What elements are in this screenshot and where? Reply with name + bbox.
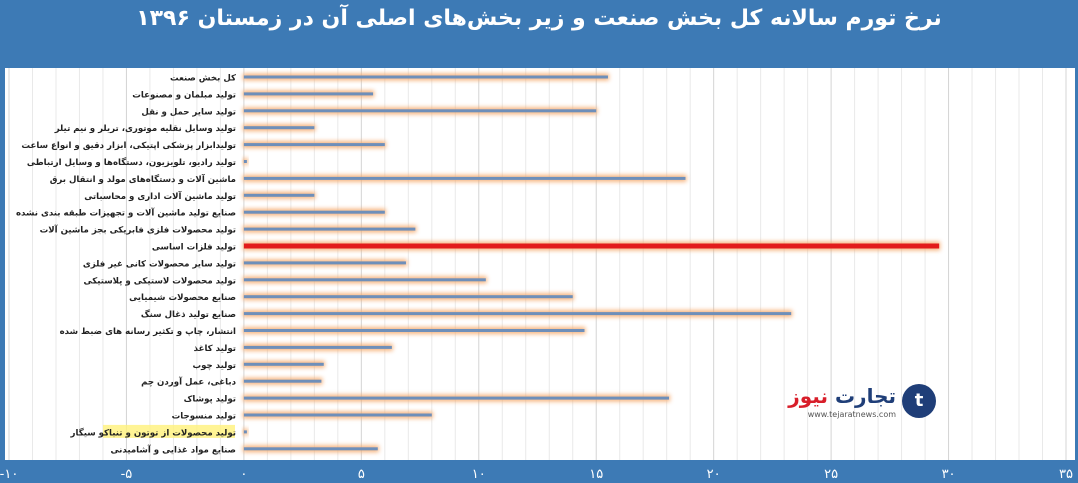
logo-mark-icon: t — [902, 384, 936, 418]
category-label: تولید رادیو، تلویزیون، دستگاه‌ها و وسایل… — [27, 157, 236, 168]
bar — [243, 109, 597, 113]
bar — [243, 278, 486, 282]
category-label: تولید سایر محصولات کانی غیر فلزی — [83, 259, 236, 269]
category-label: تولیدابزار پزشکی اپتیکی، ابزار دقیق و ان… — [21, 141, 236, 151]
category-label: تولید سایر حمل و نقل — [141, 107, 236, 117]
category-label: صنایع تولید ذغال سنگ — [141, 308, 236, 320]
bar — [243, 345, 392, 349]
bar — [243, 447, 378, 451]
bar — [243, 396, 670, 400]
category-label: ماشین آلات و دستگاه‌های مولد و انتقال بر… — [50, 173, 236, 185]
bar — [243, 295, 573, 299]
x-tick-label: ۳۰ — [942, 467, 956, 482]
bar — [243, 413, 432, 417]
category-label: تولید محصولات لاستیکی و پلاستیکی — [84, 276, 237, 286]
category-label: تولید مبلمان و مصنوعات — [132, 90, 236, 100]
bar — [243, 126, 315, 130]
category-label: صنایع محصولات شیمیایی — [129, 293, 236, 303]
category-label: صنایع تولید ماشین آلات و تجهیزات طبقه بن… — [16, 207, 236, 219]
bar — [243, 176, 686, 180]
category-label: تولید کاغذ — [194, 344, 236, 354]
bar — [243, 362, 324, 366]
logo-name: تجارت نیوز — [788, 384, 896, 408]
bar — [243, 210, 385, 214]
x-tick-label: ۱۰ — [472, 467, 486, 482]
x-tick-label: -۱۰ — [0, 467, 18, 482]
bar — [243, 227, 416, 231]
logo-name-part2: نیوز — [788, 384, 828, 408]
bar — [243, 160, 247, 163]
category-label: صنایع مواد غذایی و آشامیدنی — [110, 443, 236, 455]
bar — [243, 261, 406, 265]
x-tick-label: ۱۵ — [589, 467, 603, 482]
category-label: تولید فلزات اساسی — [152, 243, 236, 253]
bar — [243, 92, 374, 96]
label-highlight — [103, 424, 235, 438]
logo-name-part1: تجارت — [834, 384, 896, 408]
category-label: انتشار، چاپ و تکثیر رسانه های ضبط شده — [60, 327, 236, 337]
x-tick-label: ۲۵ — [824, 467, 838, 482]
category-label: تولید ماشین آلات اداری و محاسباتی — [84, 190, 236, 202]
category-label: تولید منسوجات — [172, 412, 236, 422]
bar — [243, 75, 608, 79]
logo-url: www.tejaratnews.com — [807, 410, 896, 419]
category-label: دباغی، عمل آوردن چم — [141, 376, 236, 388]
chart-title: نرخ تورم سالانه کل بخش صنعت و زیر بخش‌ها… — [136, 6, 942, 31]
category-label: تولید پوشاک — [184, 395, 236, 405]
x-tick-label: ۰ — [240, 467, 247, 482]
tejaratnews-logo: t تجارت نیوز www.tejaratnews.com — [778, 380, 938, 432]
category-label: تولید وسایل نقلیه موتوری، تریلر و نیم تی… — [54, 124, 236, 134]
bar — [243, 379, 322, 383]
category-label: تولید چوب — [192, 361, 236, 371]
x-tick-label: ۵ — [358, 467, 365, 482]
category-label: تولید محصولات از توتون و تنباکو سیگار — [70, 427, 236, 438]
bar — [243, 243, 940, 249]
bar — [243, 143, 385, 147]
category-label: کل بخش صنعت — [170, 74, 236, 84]
x-tick-label: -۵ — [121, 467, 133, 482]
x-tick-label: ۳۵ — [1059, 467, 1073, 482]
category-label: تولید محصولات فلزی فابریکی بجز ماشین آلا… — [40, 224, 236, 236]
bar — [243, 193, 315, 197]
bar — [243, 430, 247, 434]
bar — [243, 312, 792, 316]
bar — [243, 329, 585, 332]
x-tick-label: ۲۰ — [707, 467, 721, 482]
